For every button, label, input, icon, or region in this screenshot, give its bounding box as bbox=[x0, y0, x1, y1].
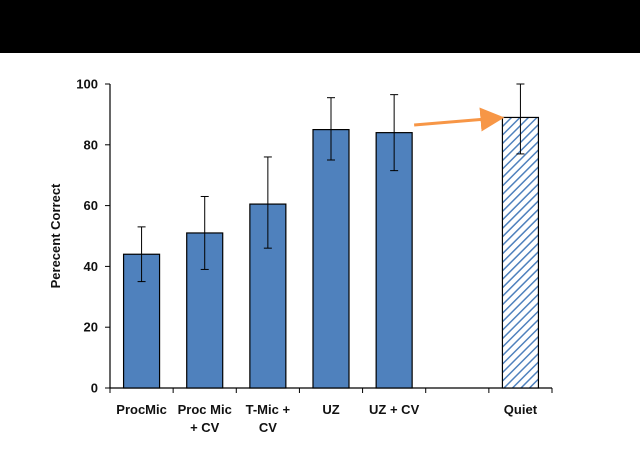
x-category-label: ProcMic bbox=[116, 402, 167, 417]
bar bbox=[312, 129, 350, 389]
x-category-label: UZ bbox=[322, 402, 339, 417]
bar bbox=[501, 116, 540, 389]
header-bar bbox=[0, 0, 640, 53]
x-category-label: Quiet bbox=[504, 402, 538, 417]
y-tick-label: 100 bbox=[76, 77, 98, 92]
annotation-arrow bbox=[414, 107, 505, 132]
bar bbox=[375, 132, 413, 389]
x-category-label: CV bbox=[259, 420, 277, 435]
bars-group bbox=[122, 83, 540, 389]
labels-group: ProcMic Proc Mic + CV T-Mic + CV UZ UZ + CV Qui… bbox=[116, 107, 538, 435]
x-category-label: Proc Mic bbox=[178, 402, 232, 417]
y-tick-label: 80 bbox=[84, 137, 98, 152]
x-category-label: UZ + CV bbox=[369, 402, 420, 417]
y-tick-label: 20 bbox=[84, 320, 98, 335]
y-tick-label: 40 bbox=[84, 259, 98, 274]
y-tick-label: 0 bbox=[91, 381, 98, 396]
y-axis-label: Perecent Correct bbox=[48, 183, 63, 288]
y-tick-label: 60 bbox=[84, 198, 98, 213]
x-category-label: + CV bbox=[190, 420, 220, 435]
x-category-label: T-Mic + bbox=[246, 402, 291, 417]
